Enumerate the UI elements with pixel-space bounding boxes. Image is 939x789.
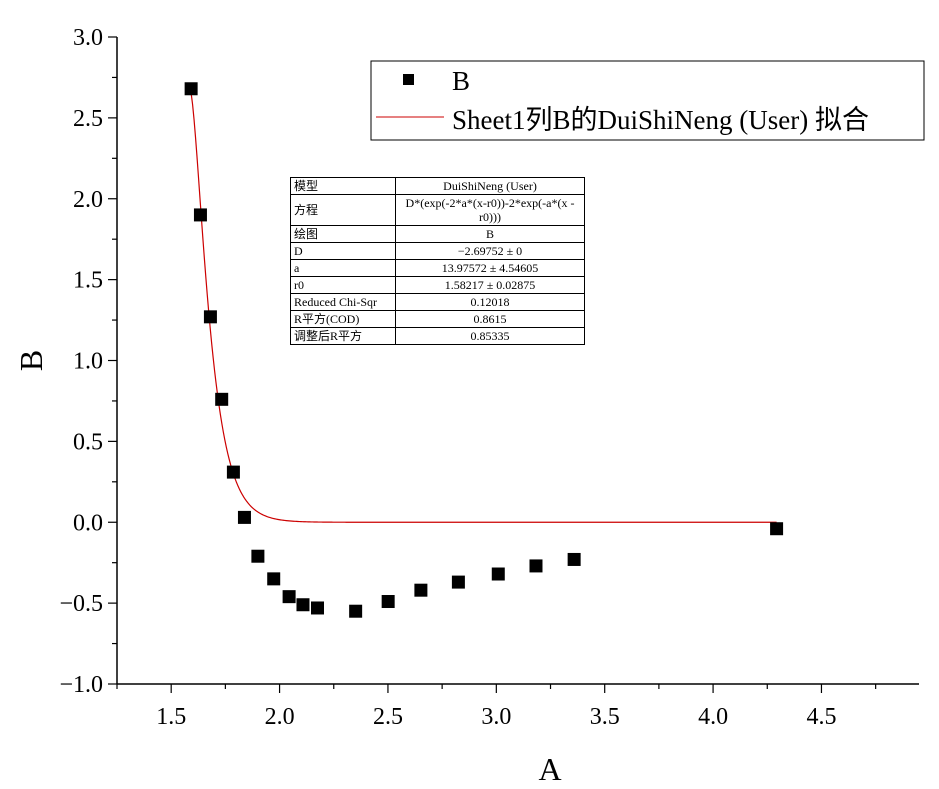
legend: B Sheet1列B的DuiShiNeng (User) 拟合 <box>370 60 925 141</box>
fit-table-row: Reduced Chi-Sqr 0.12018 <box>290 293 585 311</box>
legend-marker-square <box>403 74 414 85</box>
fit-table-value: B <box>395 225 585 243</box>
fit-table-row: 调整后R平方 0.85335 <box>290 327 585 345</box>
data-point <box>215 392 229 406</box>
fit-table-row: 方程 D*(exp(-2*a*(x-r0))-2*exp(-a*(x -r0))) <box>290 194 585 226</box>
data-point <box>184 82 198 96</box>
data-point <box>451 575 465 589</box>
fit-table-key: Reduced Chi-Sqr <box>290 293 396 311</box>
y-tick-label: 0.0 <box>73 510 103 536</box>
data-point <box>414 583 428 597</box>
data-point <box>282 590 296 604</box>
fit-table-key: 绘图 <box>290 225 396 243</box>
legend-label-b: B <box>452 66 470 96</box>
y-tick-label: 0.5 <box>73 429 103 455</box>
fit-table-row: D −2.69752 ± 0 <box>290 242 585 260</box>
fit-table-value: 0.8615 <box>395 310 585 328</box>
fit-table-value: D*(exp(-2*a*(x-r0))-2*exp(-a*(x -r0))) <box>395 194 585 226</box>
x-tick-label: 3.5 <box>590 704 620 730</box>
fit-table-key: D <box>290 242 396 260</box>
data-point <box>491 567 505 581</box>
x-tick-label: 3.0 <box>481 704 511 730</box>
y-axis-title: B <box>13 350 49 371</box>
fit-table-value: 1.58217 ± 0.02875 <box>395 276 585 294</box>
data-point <box>267 572 281 586</box>
data-point <box>203 310 217 324</box>
data-point <box>567 552 581 566</box>
y-tick-label: 2.5 <box>73 106 103 132</box>
legend-box <box>370 60 925 141</box>
x-axis-title: A <box>538 751 561 787</box>
fit-table-value: −2.69752 ± 0 <box>395 242 585 260</box>
fit-curve <box>190 93 777 523</box>
fit-curve-layer <box>190 93 777 523</box>
x-tick-label: 1.5 <box>156 704 186 730</box>
fit-table-value: 0.85335 <box>395 327 585 345</box>
fit-table-key: 方程 <box>290 194 396 226</box>
x-tick-label: 4.0 <box>698 704 728 730</box>
fit-table-key: 调整后R平方 <box>290 327 396 345</box>
y-tick-label: 3.0 <box>73 25 103 51</box>
data-point <box>226 465 240 479</box>
x-tick-label: 4.5 <box>806 704 836 730</box>
data-point <box>349 604 363 618</box>
fit-table-row: r0 1.58217 ± 0.02875 <box>290 276 585 294</box>
data-point <box>237 510 251 524</box>
fit-table-value: DuiShiNeng (User) <box>395 177 585 195</box>
legend-label-fit: Sheet1列B的DuiShiNeng (User) 拟合 <box>452 105 869 135</box>
x-tick-label: 2.0 <box>265 704 295 730</box>
fit-results-table: 模型 DuiShiNeng (User) 方程 D*(exp(-2*a*(x-r0))… <box>290 177 585 345</box>
data-point <box>251 549 265 563</box>
data-point <box>770 522 784 536</box>
data-point <box>296 598 310 612</box>
y-tick-label: 1.0 <box>73 349 103 375</box>
fit-table-row: 模型 DuiShiNeng (User) <box>290 177 585 195</box>
data-point <box>529 559 543 573</box>
fit-table-row: a 13.97572 ± 4.54605 <box>290 259 585 277</box>
fit-table-key: 模型 <box>290 177 396 195</box>
fit-table-value: 13.97572 ± 4.54605 <box>395 259 585 277</box>
fit-table-value: 0.12018 <box>395 293 585 311</box>
y-tick-label: 1.5 <box>73 268 103 294</box>
x-tick-label: 2.5 <box>373 704 403 730</box>
tick-marks <box>108 36 877 693</box>
data-point <box>193 208 207 222</box>
fit-table-key: r0 <box>290 276 396 294</box>
data-point <box>381 595 395 609</box>
fit-table-key: R平方(COD) <box>290 310 396 328</box>
y-tick-label: 2.0 <box>73 187 103 213</box>
data-point <box>311 601 324 615</box>
y-tick-label: −0.5 <box>59 591 103 617</box>
tick-labels: 3.0 2.5 2.0 1.5 1.0 0.5 0.0 −0.5 −1.0 1.5 2.0 2.5 3.… <box>59 25 836 730</box>
fit-table-row: R平方(COD) 0.8615 <box>290 310 585 328</box>
fit-table-key: a <box>290 259 396 277</box>
y-tick-label: −1.0 <box>59 672 103 698</box>
data-points-layer <box>184 82 784 618</box>
fit-table-row: 绘图 B <box>290 225 585 243</box>
